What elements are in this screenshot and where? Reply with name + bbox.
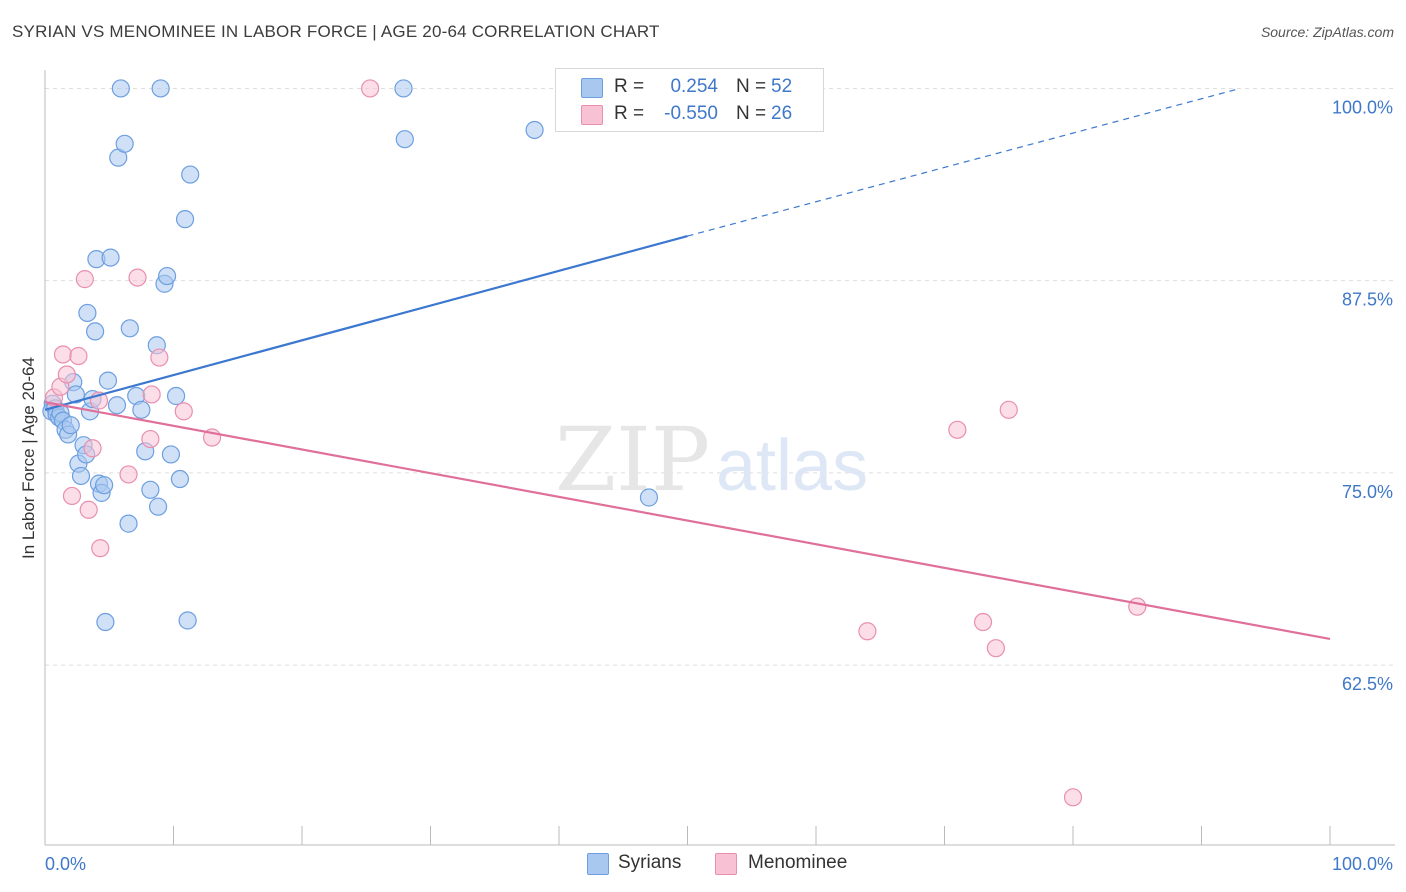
syrian-point [170, 469, 190, 489]
syrian-point [111, 79, 130, 98]
legend-n-label: N = [736, 76, 767, 97]
menominee-point [361, 79, 380, 98]
watermark-atlas: atlas [716, 426, 868, 506]
syrian-point [115, 134, 134, 153]
grid-layer [45, 87, 1395, 666]
syrian-point [86, 322, 105, 341]
legend-box: R = 0.254 N = 52 R = -0.550 N = 26 [555, 68, 824, 132]
menominee-point [91, 539, 110, 558]
syrian-point [61, 416, 80, 435]
menominee-point [62, 486, 82, 506]
syrians-trend-extension [687, 87, 1241, 237]
syrian-point [157, 266, 177, 286]
syrian-point [394, 79, 413, 98]
bottom-legend-swatch-menominee [715, 853, 737, 875]
menominee-point [119, 465, 138, 484]
syrian-point [120, 319, 139, 338]
y-axis-label: In Labor Force | Age 20-64 [19, 357, 38, 559]
menominee-point [75, 270, 94, 289]
menominee-point [948, 420, 967, 439]
syrian-point [78, 303, 97, 323]
syrian-point [101, 248, 120, 267]
watermark-zip: ZIP [555, 408, 710, 511]
menominee-point [150, 348, 169, 367]
legend-swatch-menominee [581, 105, 603, 125]
menominee-point [174, 402, 193, 421]
menominee-point [79, 500, 98, 519]
syrian-point [71, 466, 91, 486]
menominee-point [128, 268, 147, 287]
bottom-legend: Syrians Menominee [0, 852, 1406, 878]
bottom-legend-label-menominee: Menominee [748, 852, 848, 873]
syrian-point [395, 130, 414, 149]
legend-r-value: -0.550 [664, 103, 718, 124]
menominee-point [57, 365, 76, 384]
syrian-point [178, 611, 197, 630]
syrian-point [141, 480, 160, 499]
y-tick-label: 62.5% [1342, 674, 1393, 694]
y-tick-label: 87.5% [1342, 290, 1393, 310]
syrian-point [96, 612, 115, 632]
menominee-point [999, 400, 1018, 419]
legend-r-label: R = [614, 103, 645, 124]
legend-swatch-syrians [581, 78, 603, 98]
syrian-point [151, 79, 170, 98]
legend-row-menominee: R = -0.550 N = 26 [556, 101, 823, 127]
syrian-point [119, 514, 138, 533]
syrian-point [66, 385, 85, 404]
syrians-trend-line [44, 235, 688, 411]
bottom-legend-swatch-syrians [587, 853, 609, 875]
syrian-point [148, 497, 168, 516]
y-tick-label: 100.0% [1332, 97, 1393, 117]
menominee-point [858, 622, 877, 641]
menominee-point [973, 612, 993, 632]
syrian-point [166, 386, 186, 406]
y-tick-label: 75.0% [1342, 482, 1393, 502]
menominee-point [142, 385, 161, 404]
menominee-point [83, 439, 102, 458]
points-layer [42, 79, 1147, 807]
chart-title: SYRIAN VS MENOMINEE IN LABOR FORCE | AGE… [12, 22, 660, 41]
watermark: ZIP atlas [555, 408, 868, 511]
syrian-point [161, 445, 181, 464]
legend-n-value: 26 [771, 103, 793, 124]
syrian-point [107, 396, 127, 415]
x-tick-label: 100.0% [1332, 854, 1393, 874]
legend-r-label: R = [614, 76, 645, 97]
menominee-point [1128, 597, 1147, 616]
menominee-point [53, 345, 73, 364]
syrian-point [132, 400, 151, 419]
syrian-point [175, 210, 195, 229]
legend-row-syrians: R = 0.254 N = 52 [556, 74, 823, 100]
bottom-legend-label-syrians: Syrians [618, 852, 682, 873]
syrian-point [181, 165, 200, 184]
menominee-point [1063, 788, 1083, 807]
axes-layer: 100.0% 87.5% 75.0% 62.5% 0.0% 100.0% [44, 70, 1395, 874]
menominee-point [986, 639, 1006, 658]
legend-n-value: 52 [771, 76, 793, 97]
syrian-point [525, 120, 544, 140]
syrian-point [95, 476, 114, 495]
trend-layer [44, 87, 1331, 641]
syrian-point [98, 371, 118, 390]
legend-r-value: 0.254 [670, 76, 718, 97]
menominee-trend-line [44, 401, 1331, 641]
legend-n-label: N = [736, 103, 767, 124]
menominee-point [69, 346, 88, 366]
x-tick-label: 0.0% [45, 854, 86, 874]
source-label: Source: ZipAtlas.com [1260, 24, 1394, 40]
menominee-point [141, 429, 160, 449]
syrian-point [639, 488, 659, 507]
